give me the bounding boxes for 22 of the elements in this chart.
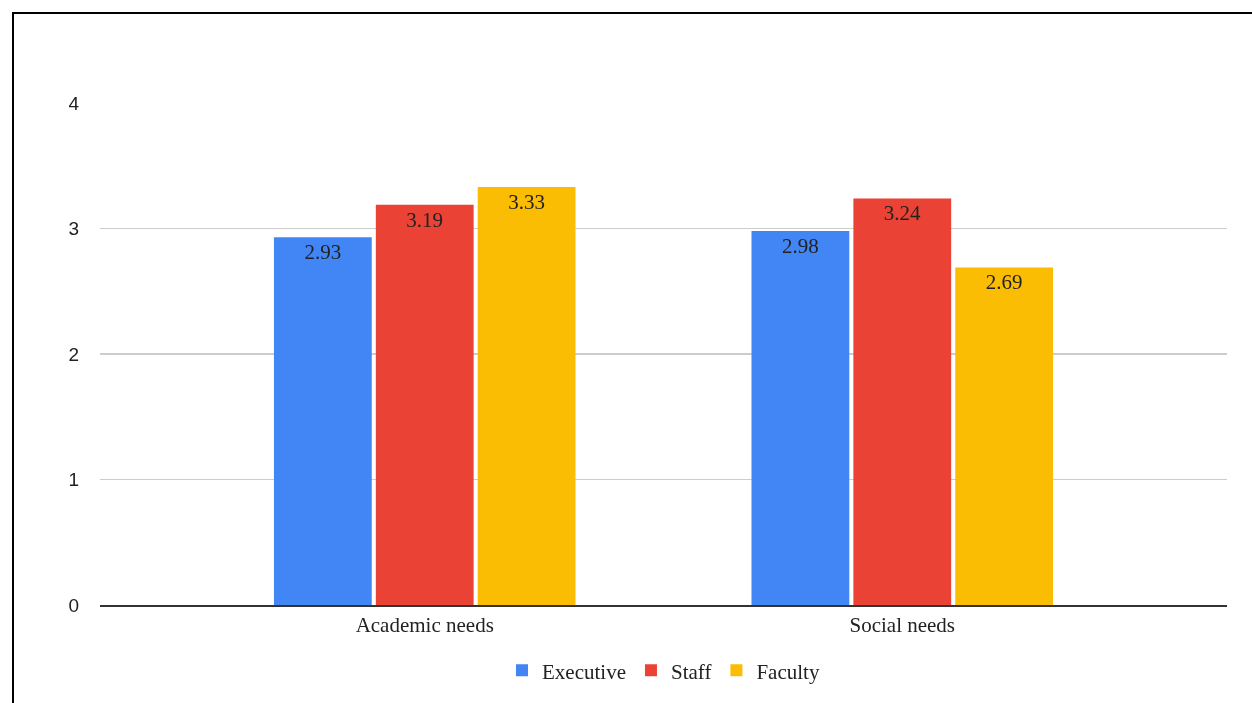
- y-tick-label: 4: [68, 92, 80, 114]
- data-label: 2.98: [782, 234, 819, 259]
- data-label: 2.69: [985, 270, 1023, 295]
- data-label: 2.93: [304, 240, 342, 265]
- data-label: 3.19: [406, 207, 444, 232]
- y-tick-label: 3: [68, 218, 79, 240]
- bar: [751, 231, 850, 605]
- data-label: 3.33: [508, 190, 545, 215]
- y-tick-label: 1: [68, 469, 79, 491]
- bar: [375, 204, 474, 605]
- legend-label: Executive: [542, 659, 626, 684]
- bar: [853, 198, 952, 605]
- x-tick-label: Academic needs: [355, 612, 494, 637]
- y-tick-label: 2: [68, 343, 79, 365]
- y-tick-label: 0: [68, 594, 79, 616]
- bar: [477, 187, 576, 605]
- legend-label: Faculty: [756, 659, 820, 684]
- x-tick-label: Social needs: [849, 612, 956, 637]
- bar: [273, 237, 372, 605]
- legend-label: Staff: [670, 659, 712, 684]
- bar: [955, 267, 1054, 605]
- data-label: 3.24: [883, 201, 921, 226]
